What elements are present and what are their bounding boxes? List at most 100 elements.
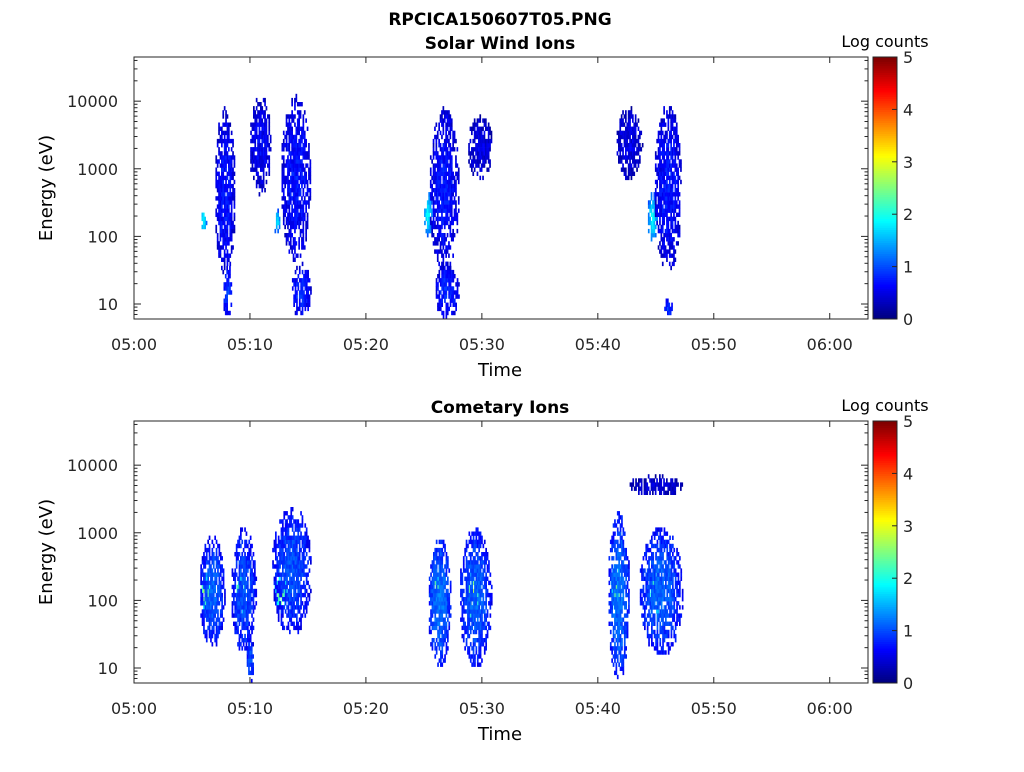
heatmap-cell bbox=[437, 254, 439, 258]
heatmap-cell bbox=[305, 118, 307, 122]
heatmap-cell bbox=[462, 593, 464, 597]
heatmap-cell bbox=[303, 204, 305, 208]
heatmap-cell bbox=[485, 560, 487, 564]
heatmap-cell bbox=[491, 585, 493, 589]
heatmap-cell bbox=[451, 180, 453, 184]
heatmap-cell bbox=[485, 573, 487, 577]
heatmap-cell bbox=[428, 196, 430, 200]
heatmap-cell bbox=[310, 286, 312, 290]
heatmap-cell bbox=[437, 663, 439, 667]
heatmap-cell bbox=[218, 172, 220, 176]
heatmap-cell bbox=[306, 609, 308, 613]
heatmap-cell bbox=[469, 573, 471, 577]
heatmap-cell bbox=[448, 241, 450, 245]
heatmap-cell bbox=[490, 626, 492, 630]
heatmap-cell bbox=[659, 241, 661, 245]
heatmap-cell bbox=[219, 601, 221, 605]
heatmap-cell bbox=[480, 663, 482, 667]
heatmap-cell bbox=[287, 155, 289, 159]
heatmap-cell bbox=[463, 605, 465, 609]
heatmap-cell bbox=[484, 163, 486, 167]
heatmap-cell bbox=[467, 544, 469, 548]
heatmap-cell bbox=[439, 270, 441, 274]
heatmap-cell bbox=[450, 114, 452, 118]
heatmap-cell bbox=[221, 213, 223, 217]
colorbar-tick-label: 3 bbox=[903, 153, 913, 172]
heatmap-cell bbox=[227, 114, 229, 118]
heatmap-cell bbox=[278, 609, 280, 613]
heatmap-cell bbox=[481, 658, 483, 662]
heatmap-cell bbox=[451, 118, 453, 122]
heatmap-cell bbox=[477, 618, 479, 622]
heatmap-cell bbox=[440, 229, 442, 233]
heatmap-cell bbox=[471, 581, 473, 585]
heatmap-cell bbox=[289, 548, 291, 552]
heatmap-cell bbox=[297, 172, 299, 176]
x-tick-label: 05:30 bbox=[459, 335, 505, 354]
colorbar-tick-label: 2 bbox=[903, 205, 913, 224]
heatmap-cell bbox=[470, 536, 472, 540]
heatmap-cell bbox=[299, 609, 301, 613]
heatmap-cell bbox=[285, 601, 287, 605]
heatmap-cell bbox=[673, 262, 675, 266]
heatmap-cell bbox=[266, 159, 268, 163]
heatmap-cell bbox=[639, 135, 641, 139]
heatmap-cell bbox=[284, 184, 286, 188]
heatmap-cell bbox=[286, 118, 288, 122]
heatmap-cell bbox=[463, 638, 465, 642]
heatmap-cell bbox=[491, 139, 493, 143]
heatmap-cell bbox=[617, 151, 619, 155]
heatmap-cell bbox=[636, 168, 638, 172]
heatmap-cell bbox=[670, 266, 672, 270]
heatmap-cell bbox=[213, 593, 215, 597]
heatmap-cell bbox=[268, 155, 270, 159]
heatmap-cell bbox=[451, 168, 453, 172]
heatmap-cell bbox=[489, 163, 491, 167]
heatmap-cell bbox=[677, 180, 679, 184]
heatmap-cell bbox=[306, 527, 308, 531]
heatmap-cell bbox=[223, 581, 225, 585]
heatmap-cell bbox=[430, 618, 432, 622]
heatmap-cell bbox=[611, 564, 613, 568]
heatmap-cell bbox=[231, 204, 233, 208]
heatmap-cell bbox=[301, 172, 303, 176]
heatmap-cell bbox=[651, 209, 653, 213]
heatmap-cell bbox=[310, 290, 312, 294]
heatmap-cell bbox=[454, 131, 456, 135]
heatmap-cell bbox=[437, 135, 439, 139]
heatmap-cell bbox=[452, 229, 454, 233]
heatmap-cell bbox=[300, 143, 302, 147]
heatmap-cell bbox=[222, 172, 224, 176]
heatmap-cell bbox=[668, 143, 670, 147]
heatmap-cell bbox=[679, 213, 681, 217]
heatmap-cell bbox=[286, 209, 288, 213]
heatmap-cell bbox=[251, 544, 253, 548]
heatmap-cell bbox=[477, 658, 479, 662]
heatmap-cell bbox=[306, 282, 308, 286]
heatmap-cell bbox=[651, 192, 653, 196]
heatmap-cell bbox=[289, 249, 291, 253]
heatmap-cell bbox=[296, 299, 298, 303]
heatmap-cell bbox=[431, 184, 433, 188]
heatmap-cell bbox=[255, 577, 257, 581]
heatmap-cell bbox=[250, 552, 252, 556]
heatmap-cell bbox=[433, 581, 435, 585]
heatmap-cell bbox=[663, 217, 665, 221]
heatmap-cell bbox=[669, 180, 671, 184]
heatmap-cell bbox=[308, 204, 310, 208]
heatmap-cell bbox=[297, 180, 299, 184]
heatmap-cell bbox=[282, 589, 284, 593]
heatmap-cell bbox=[305, 209, 307, 213]
heatmap-cell bbox=[221, 593, 223, 597]
heatmap-cell bbox=[277, 209, 279, 213]
heatmap-cell bbox=[278, 536, 280, 540]
heatmap-cell bbox=[663, 118, 665, 122]
heatmap-cell bbox=[469, 532, 471, 536]
heatmap-cell bbox=[463, 618, 465, 622]
heatmap-cell bbox=[679, 204, 681, 208]
heatmap-cell bbox=[668, 172, 670, 176]
heatmap-cell bbox=[621, 114, 623, 118]
heatmap-cell bbox=[246, 642, 248, 646]
heatmap-cell bbox=[452, 221, 454, 225]
heatmap-cell bbox=[433, 560, 435, 564]
